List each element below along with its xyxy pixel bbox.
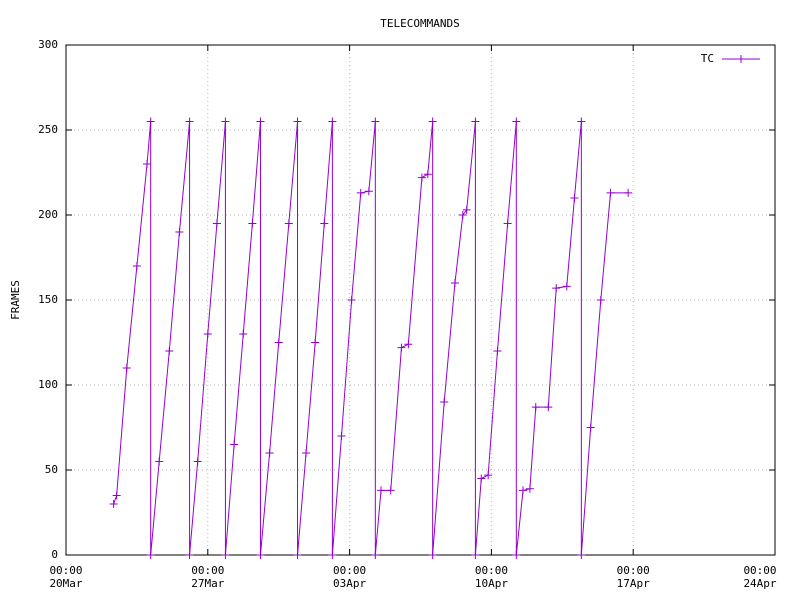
point-marker: [525, 484, 534, 493]
point-marker: [221, 117, 230, 126]
point-marker: [423, 170, 432, 179]
x-tick-label: 00:00 24Apr: [743, 564, 777, 590]
point-marker: [146, 117, 155, 126]
point-marker: [512, 117, 521, 126]
point-marker: [293, 117, 302, 126]
x-tick-label: 00:00 27Mar: [191, 564, 225, 590]
x-tick-label: 00:00 17Apr: [616, 564, 650, 590]
y-tick-label: 50: [45, 463, 58, 476]
point-marker: [386, 486, 395, 495]
point-marker: [155, 457, 164, 466]
chart-title: TELECOMMANDS: [380, 17, 459, 30]
point-marker: [175, 228, 184, 236]
point-marker: [462, 205, 471, 214]
point-marker: [193, 457, 202, 466]
point-marker: [311, 338, 320, 347]
point-marker: [284, 219, 293, 228]
point-marker: [544, 403, 553, 412]
y-axis-label: FRAMES: [9, 280, 22, 320]
point-marker: [256, 117, 265, 126]
point-marker: [586, 423, 595, 432]
point-marker: [320, 219, 329, 228]
point-marker: [239, 330, 248, 338]
y-tick-label: 0: [51, 548, 58, 561]
point-marker: [122, 364, 131, 372]
point-marker: [458, 211, 467, 219]
point-marker: [274, 338, 283, 347]
point-marker: [293, 551, 302, 559]
point-marker: [165, 347, 174, 355]
point-marker: [302, 449, 311, 457]
point-marker: [624, 188, 633, 197]
point-marker: [477, 474, 486, 483]
legend-label: TC: [701, 52, 714, 65]
point-marker: [397, 343, 406, 352]
point-marker: [337, 432, 346, 440]
point-marker: [484, 471, 493, 480]
y-tick-label: 250: [38, 123, 58, 136]
point-marker: [185, 551, 194, 559]
point-marker: [221, 551, 230, 559]
point-marker: [364, 187, 373, 196]
point-marker: [347, 296, 356, 304]
series-line: [113, 121, 629, 556]
y-tick-label: 150: [38, 293, 58, 306]
point-marker: [230, 440, 239, 449]
point-marker: [356, 188, 365, 197]
point-marker: [132, 262, 141, 270]
y-tick-label: 100: [38, 378, 58, 391]
point-marker: [519, 486, 528, 495]
point-marker: [493, 347, 502, 355]
point-marker: [503, 219, 512, 228]
point-marker: [577, 551, 586, 559]
point-marker: [112, 491, 121, 500]
point-marker: [440, 398, 449, 406]
point-marker: [577, 117, 586, 126]
point-marker: [265, 449, 274, 457]
point-marker: [143, 160, 152, 168]
plot-frame: [65, 44, 776, 556]
point-marker: [606, 188, 615, 197]
point-marker: [512, 551, 521, 559]
point-marker: [562, 282, 571, 291]
point-marker: [417, 173, 426, 182]
legend-swatch: [737, 55, 745, 63]
y-tick-label: 300: [38, 38, 58, 51]
point-marker: [203, 330, 212, 338]
point-marker: [570, 194, 579, 202]
point-marker: [428, 117, 437, 126]
point-marker: [531, 403, 540, 412]
point-marker: [428, 551, 437, 559]
x-tick-label: 00:00 03Apr: [333, 564, 367, 590]
point-marker: [256, 551, 265, 559]
point-marker: [450, 279, 459, 287]
point-marker: [146, 551, 155, 559]
x-tick-label: 00:00 20Mar: [49, 564, 83, 590]
point-marker: [328, 117, 337, 126]
y-tick-label: 200: [38, 208, 58, 221]
point-marker: [212, 219, 221, 228]
point-marker: [248, 219, 257, 228]
point-marker: [371, 117, 380, 126]
point-marker: [596, 296, 605, 304]
point-marker: [471, 551, 480, 559]
point-marker: [552, 284, 561, 293]
point-marker: [185, 117, 194, 126]
point-marker: [371, 551, 380, 559]
point-marker: [328, 551, 337, 559]
x-tick-label: 00:00 10Apr: [474, 564, 508, 590]
point-marker: [376, 486, 385, 495]
point-marker: [404, 340, 413, 349]
point-marker: [471, 117, 480, 126]
point-marker: [109, 500, 118, 508]
